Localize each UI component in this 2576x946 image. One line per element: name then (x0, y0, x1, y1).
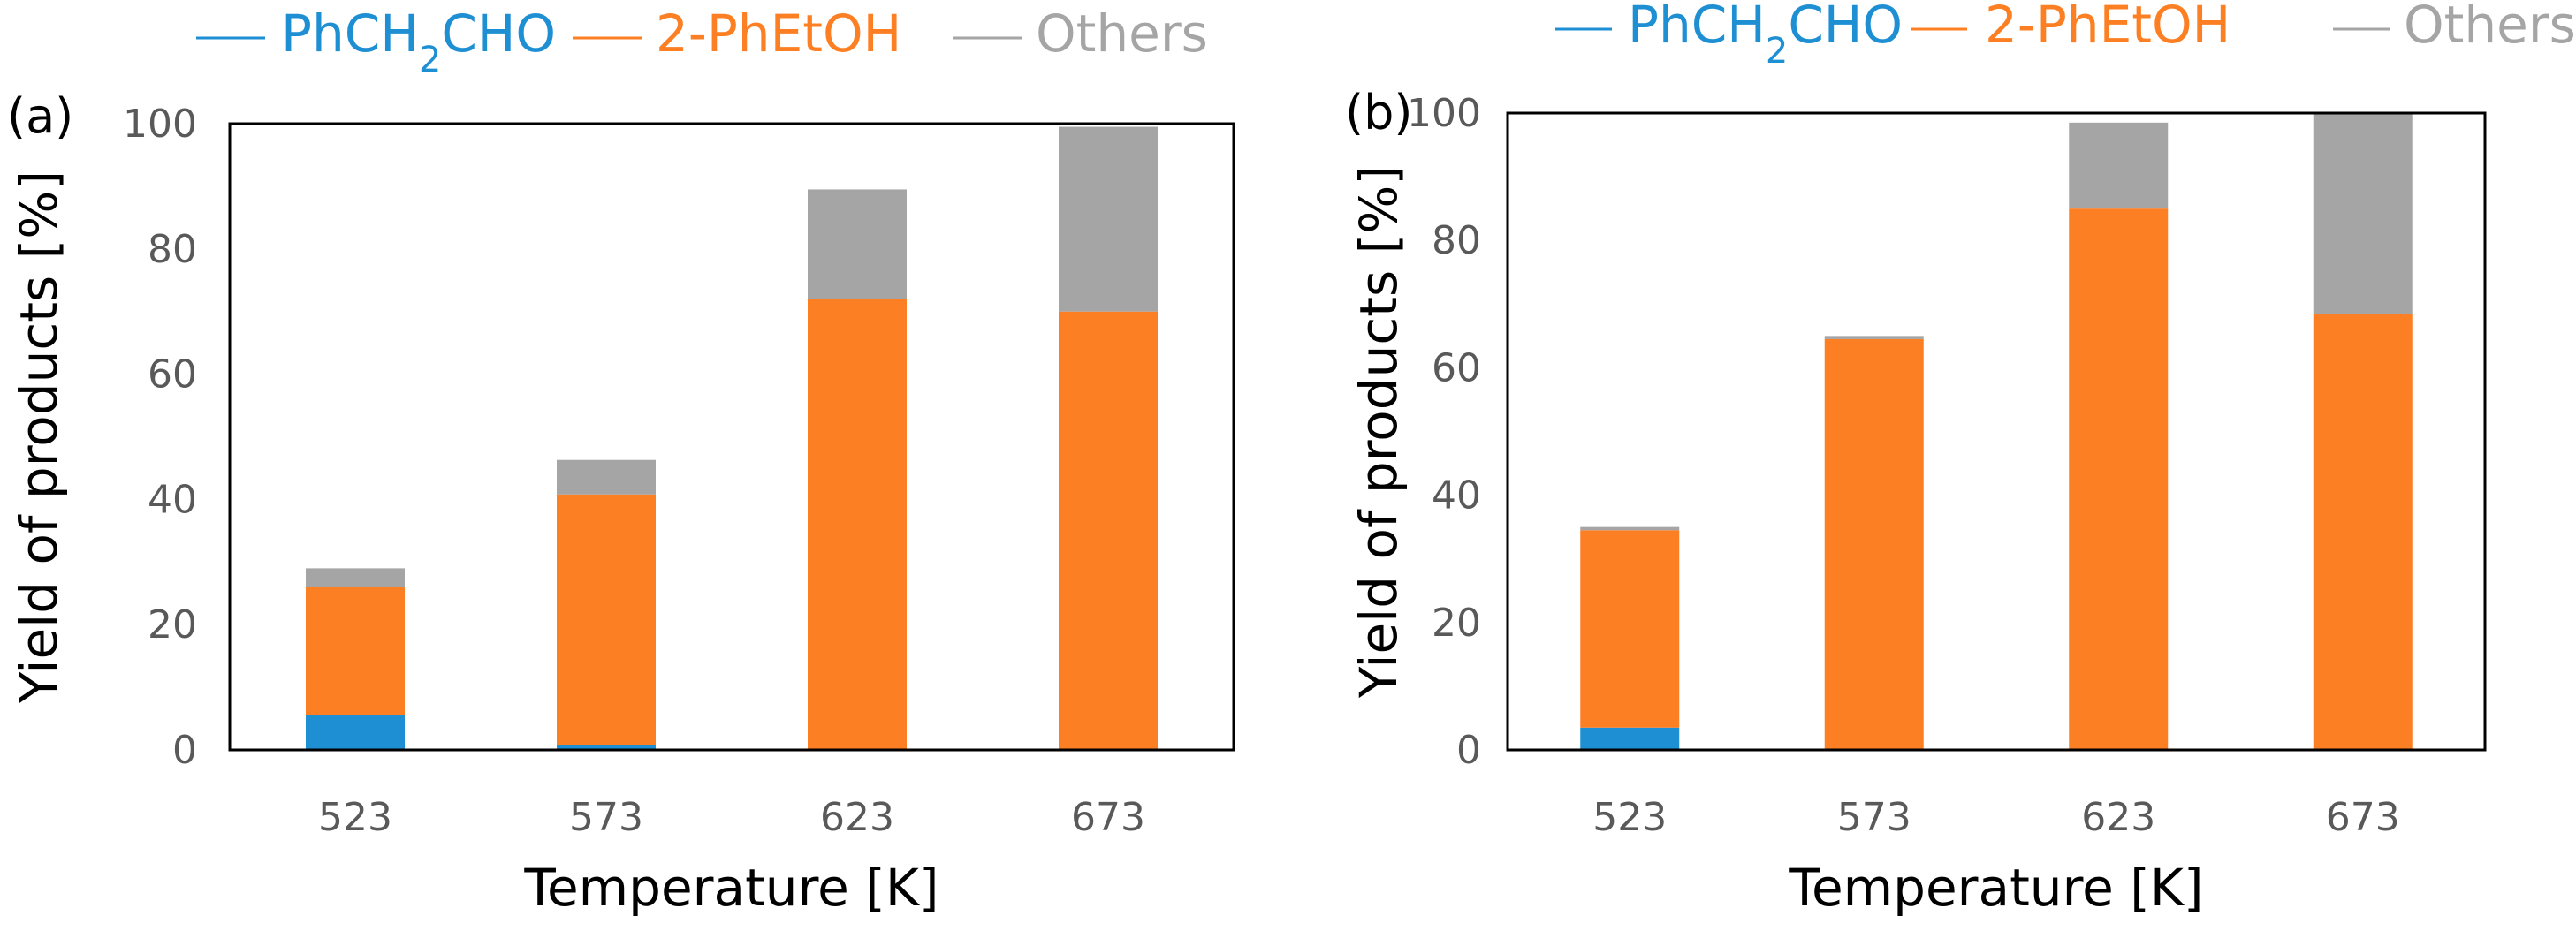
y-tick-label: 100 (1407, 91, 1481, 136)
y-tick-label: 80 (148, 227, 197, 272)
legend-label-phch2cho: PhCH2CHO (1628, 0, 1903, 72)
y-tick-label: 80 (1432, 218, 1481, 263)
legend-label-phch2cho: PhCH2CHO (281, 4, 556, 80)
bar-phch2cho-523 (1580, 727, 1680, 750)
legend-label-2-phetoh: 2-PhEtOH (656, 4, 901, 64)
y-tick-label: 40 (148, 477, 197, 522)
bar-phch2cho-523 (306, 715, 405, 750)
plot-area-frame (228, 122, 1235, 752)
bar-2-phetoh-623 (808, 299, 907, 750)
bar-phch2cho-573 (557, 745, 656, 750)
legend-label-2-phetoh: 2-PhEtOH (1985, 0, 2230, 55)
plot-area-frame (1506, 111, 2487, 752)
legend-label-others: Others (2404, 0, 2576, 55)
x-tick-label: 673 (1071, 795, 1145, 840)
chart-panel-b: (b) PhCH2CHO 2-PhEtOH Others 0 20 40 60 80 100 523… (1345, 0, 2576, 918)
bar-2-phetoh-623 (2069, 208, 2169, 750)
bar-others-673 (1059, 126, 1158, 312)
bar-others-673 (2313, 113, 2413, 314)
bar-others-623 (2069, 122, 2169, 209)
x-tick-label: 523 (1592, 795, 1667, 840)
x-tick-label: 523 (318, 795, 392, 840)
x-axis-title: Temperature [K] (1788, 858, 2203, 918)
bar-2-phetoh-573 (1824, 338, 1924, 750)
bar-2-phetoh-573 (557, 494, 656, 745)
bar-2-phetoh-673 (2313, 314, 2413, 750)
chart-panel-a: (a) PhCH2CHO 2-PhEtOH Others 0 20 40 60 80 100 523… (7, 4, 1235, 918)
x-tick-label: 623 (820, 795, 894, 840)
x-tick-label: 573 (1837, 795, 1911, 840)
bar-others-523 (1580, 526, 1680, 531)
y-axis-title: Yield of products [%] (9, 170, 69, 704)
bar-others-523 (306, 568, 405, 587)
y-tick-label: 0 (1456, 728, 1481, 773)
bar-2-phetoh-673 (1059, 311, 1158, 750)
panel-label: (a) (7, 88, 73, 144)
x-axis-title: Temperature [K] (523, 858, 938, 918)
bar-others-623 (808, 189, 907, 299)
bar-others-573 (557, 459, 656, 495)
y-tick-label: 60 (148, 352, 197, 397)
legend-label-others: Others (1036, 4, 1208, 64)
x-tick-label: 623 (2081, 795, 2155, 840)
y-tick-label: 40 (1432, 473, 1481, 518)
y-axis-title: Yield of products [%] (1349, 165, 1409, 699)
bar-2-phetoh-523 (306, 587, 405, 716)
x-tick-label: 673 (2326, 795, 2400, 840)
y-tick-label: 20 (1432, 601, 1481, 646)
y-tick-label: 100 (123, 102, 197, 147)
bar-2-phetoh-523 (1580, 530, 1680, 728)
panel-label: (b) (1345, 85, 1412, 140)
y-tick-label: 20 (148, 602, 197, 647)
y-tick-label: 0 (172, 728, 197, 773)
x-tick-label: 573 (569, 795, 643, 840)
bar-others-573 (1824, 336, 1924, 339)
y-tick-label: 60 (1432, 345, 1481, 390)
